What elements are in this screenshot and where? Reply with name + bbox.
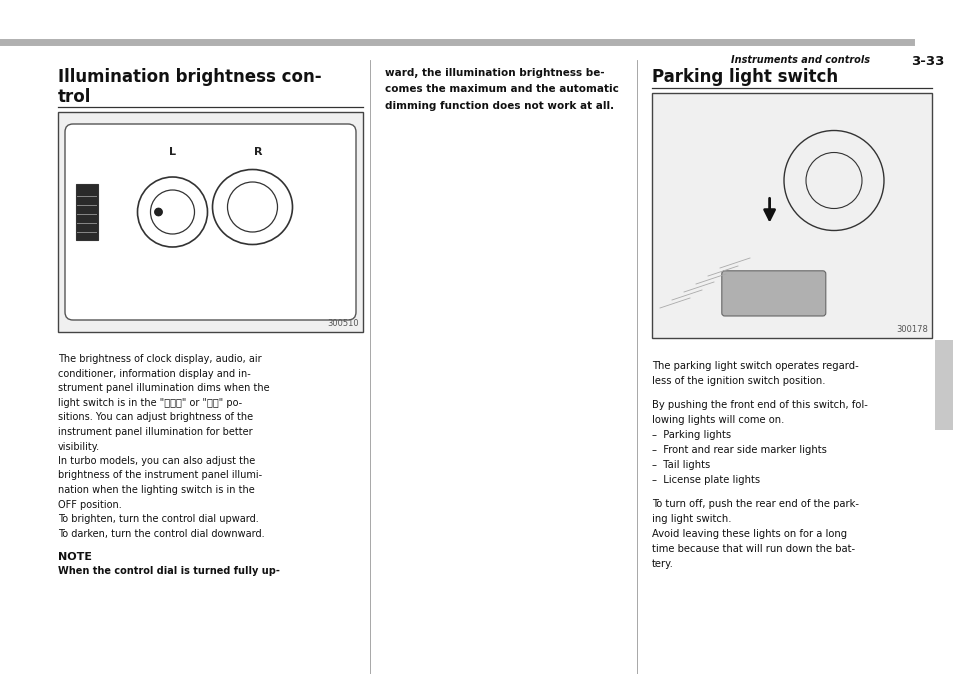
Text: 300178: 300178 bbox=[895, 325, 927, 334]
Text: –  License plate lights: – License plate lights bbox=[651, 475, 760, 485]
Bar bbox=[58, 112, 363, 332]
Bar bbox=[651, 93, 931, 338]
Text: NOTE: NOTE bbox=[58, 552, 91, 561]
Text: lowing lights will come on.: lowing lights will come on. bbox=[651, 415, 783, 425]
Text: To darken, turn the control dial downward.: To darken, turn the control dial downwar… bbox=[58, 528, 264, 539]
Text: Illumination brightness con-: Illumination brightness con- bbox=[58, 68, 321, 86]
Text: strument panel illumination dims when the: strument panel illumination dims when th… bbox=[58, 384, 270, 394]
Text: ing light switch.: ing light switch. bbox=[651, 514, 731, 524]
Bar bbox=[934, 340, 953, 430]
Text: 300510: 300510 bbox=[327, 319, 358, 328]
Text: OFF position.: OFF position. bbox=[58, 499, 122, 510]
Text: When the control dial is turned fully up-: When the control dial is turned fully up… bbox=[58, 566, 279, 576]
Text: instrument panel illumination for better: instrument panel illumination for better bbox=[58, 427, 253, 437]
Bar bbox=[76, 184, 98, 240]
Text: tery.: tery. bbox=[651, 559, 673, 569]
Text: brightness of the instrument panel illumi-: brightness of the instrument panel illum… bbox=[58, 470, 262, 481]
Text: sitions. You can adjust brightness of the: sitions. You can adjust brightness of th… bbox=[58, 412, 253, 423]
Text: 3-33: 3-33 bbox=[910, 55, 943, 68]
Text: By pushing the front end of this switch, fol-: By pushing the front end of this switch,… bbox=[651, 400, 867, 410]
Text: To turn off, push the rear end of the park-: To turn off, push the rear end of the pa… bbox=[651, 499, 858, 509]
Text: light switch is in the "　　　" or "　　" po-: light switch is in the " " or " " po- bbox=[58, 398, 242, 408]
Text: R: R bbox=[254, 147, 262, 157]
FancyBboxPatch shape bbox=[721, 271, 825, 316]
Text: –  Tail lights: – Tail lights bbox=[651, 460, 709, 470]
Text: In turbo models, you can also adjust the: In turbo models, you can also adjust the bbox=[58, 456, 255, 466]
Text: ward, the illumination brightness be-: ward, the illumination brightness be- bbox=[385, 68, 604, 78]
Text: To brighten, turn the control dial upward.: To brighten, turn the control dial upwar… bbox=[58, 514, 258, 524]
Text: Avoid leaving these lights on for a long: Avoid leaving these lights on for a long bbox=[651, 529, 846, 539]
Text: The parking light switch operates regard-: The parking light switch operates regard… bbox=[651, 361, 858, 371]
Text: comes the maximum and the automatic: comes the maximum and the automatic bbox=[385, 84, 618, 94]
Text: L: L bbox=[169, 147, 175, 157]
Text: nation when the lighting switch is in the: nation when the lighting switch is in th… bbox=[58, 485, 254, 495]
Text: conditioner, information display and in-: conditioner, information display and in- bbox=[58, 369, 251, 379]
Circle shape bbox=[154, 208, 162, 216]
Text: –  Parking lights: – Parking lights bbox=[651, 430, 730, 440]
Text: trol: trol bbox=[58, 88, 91, 106]
Text: dimming function does not work at all.: dimming function does not work at all. bbox=[385, 101, 614, 111]
Text: –  Front and rear side marker lights: – Front and rear side marker lights bbox=[651, 445, 826, 455]
Text: Parking light switch: Parking light switch bbox=[651, 68, 838, 86]
Text: less of the ignition switch position.: less of the ignition switch position. bbox=[651, 376, 824, 386]
Text: Instruments and controls: Instruments and controls bbox=[730, 55, 869, 65]
Text: time because that will run down the bat-: time because that will run down the bat- bbox=[651, 544, 854, 554]
FancyBboxPatch shape bbox=[65, 124, 355, 320]
Text: The brightness of clock display, audio, air: The brightness of clock display, audio, … bbox=[58, 355, 261, 365]
Text: visibility.: visibility. bbox=[58, 441, 100, 452]
